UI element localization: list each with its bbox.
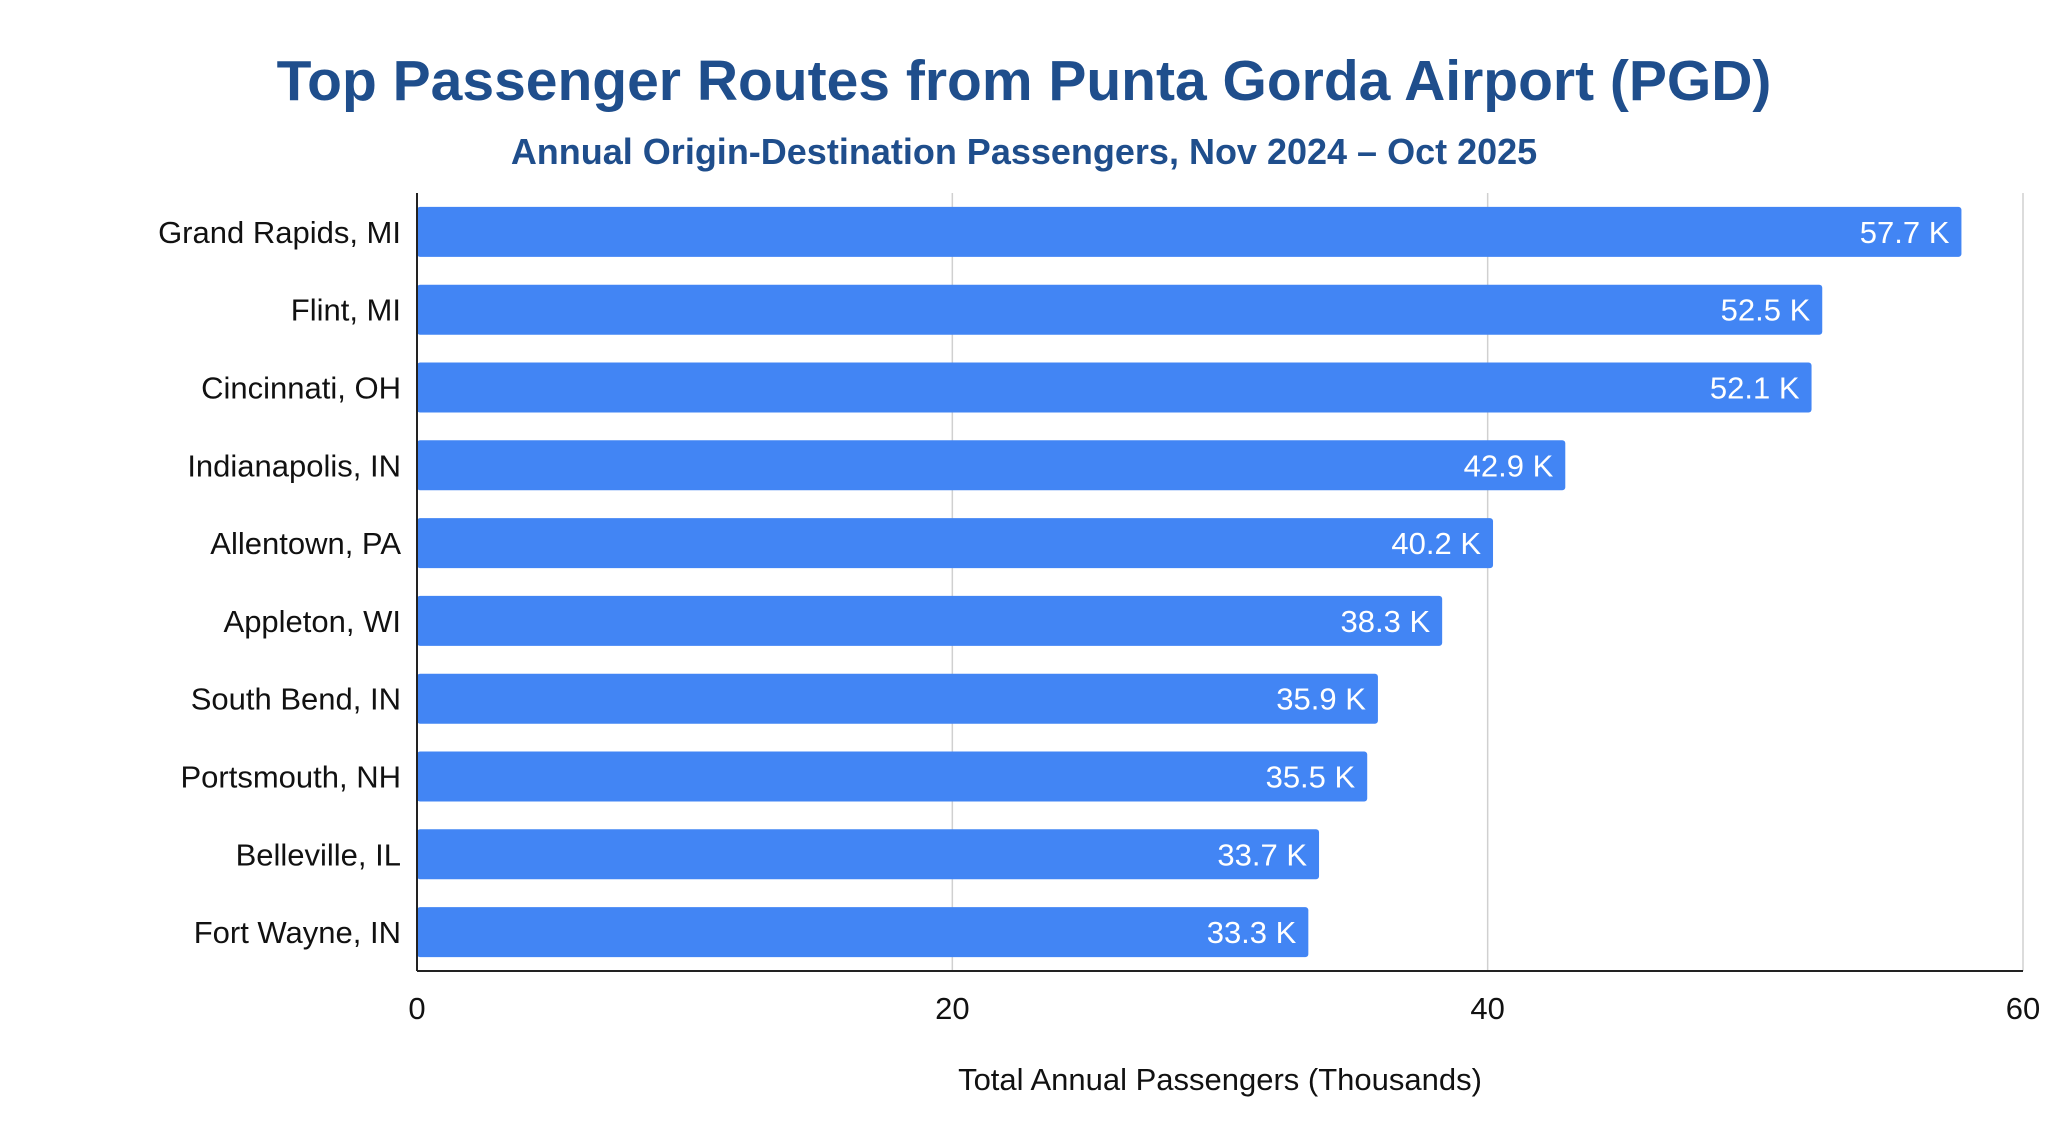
bar	[417, 518, 1494, 569]
bar	[417, 206, 1962, 257]
x-tick-label: 60	[2006, 991, 2040, 1026]
data-label: 42.9 K	[1464, 448, 1554, 483]
bar	[417, 673, 1378, 724]
data-label: 38.3 K	[1341, 604, 1431, 639]
bar	[417, 595, 1443, 646]
bar	[417, 362, 1812, 413]
category-label: South Bend, IN	[191, 682, 401, 717]
data-label: 52.1 K	[1710, 371, 1800, 406]
data-label: 52.5 K	[1721, 293, 1811, 328]
category-label: Appleton, WI	[224, 604, 401, 639]
bar	[417, 440, 1566, 491]
x-tick-label: 0	[408, 991, 425, 1026]
x-tick-label: 40	[1470, 991, 1504, 1026]
category-label: Flint, MI	[291, 293, 401, 328]
bars	[417, 206, 1962, 958]
chart-title: Top Passenger Routes from Punta Gorda Ai…	[276, 49, 1772, 113]
bar	[417, 751, 1368, 802]
x-axis-title: Total Annual Passengers (Thousands)	[958, 1062, 1482, 1097]
category-label: Cincinnati, OH	[201, 371, 401, 406]
chart-subtitle: Annual Origin-Destination Passengers, No…	[510, 131, 1538, 172]
category-label: Portsmouth, NH	[180, 760, 401, 795]
x-tick-label: 20	[935, 991, 969, 1026]
data-label: 33.3 K	[1207, 915, 1297, 950]
category-label: Grand Rapids, MI	[158, 215, 401, 250]
data-label: 35.5 K	[1266, 760, 1356, 795]
data-label: 33.7 K	[1217, 837, 1307, 872]
bar	[417, 829, 1320, 880]
data-label: 40.2 K	[1391, 526, 1481, 561]
data-label: 35.9 K	[1276, 682, 1366, 717]
data-label: 57.7 K	[1860, 215, 1950, 250]
bar	[417, 284, 1823, 335]
category-label: Indianapolis, IN	[187, 448, 401, 483]
bar	[417, 907, 1309, 958]
category-label: Fort Wayne, IN	[194, 915, 401, 950]
labels: 0 20 40 60 Grand Rapids, MI 57.7 K Flint, MI 52…	[158, 215, 2040, 1026]
category-label: Belleville, IL	[236, 837, 401, 872]
category-label: Allentown, PA	[210, 526, 401, 561]
axes	[416, 193, 2023, 972]
